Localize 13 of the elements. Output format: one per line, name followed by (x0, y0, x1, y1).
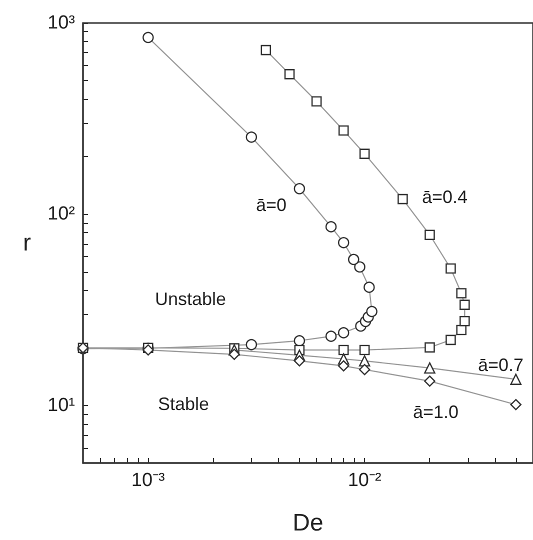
x-axis-title: De (292, 510, 324, 536)
y-tick-label: 10² (48, 204, 75, 225)
annotation: ā=0.7 (478, 355, 524, 375)
annotation: Stable (158, 394, 210, 414)
y-tick-label: 10¹ (48, 394, 75, 416)
annotation: ā=0.4 (422, 187, 468, 207)
x-tick-label: 10⁻³ (131, 470, 165, 491)
annotation: ā=1.0 (413, 402, 459, 422)
x-tick-label: 10⁻² (348, 470, 382, 491)
annotation: Unstable (155, 289, 226, 309)
y-tick-label: 10³ (48, 12, 75, 34)
annotation: ā=0 (256, 195, 287, 215)
y-axis-title: r (23, 230, 31, 256)
